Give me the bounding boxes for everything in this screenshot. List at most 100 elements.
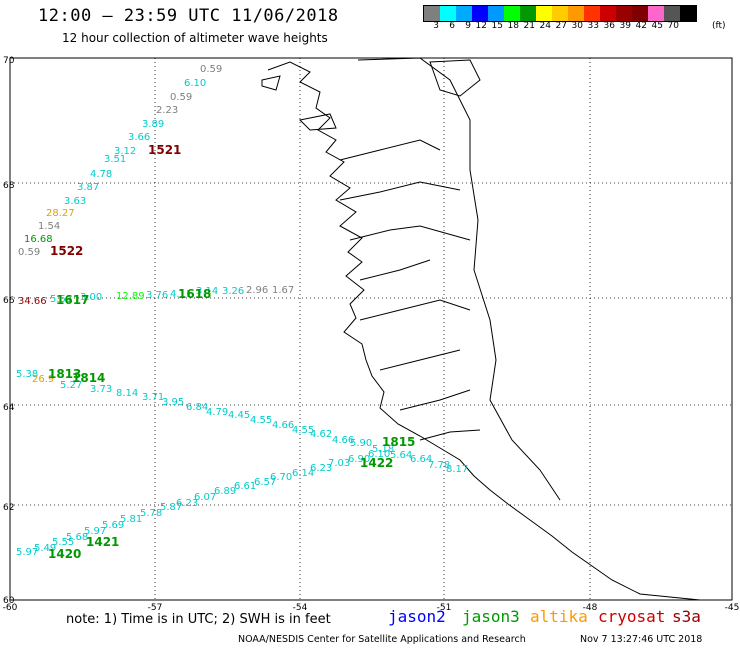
wave-height-value: 8.17 (446, 464, 468, 475)
legend-swatch (424, 6, 440, 21)
wave-height-value: 34.66 (18, 296, 47, 307)
wave-height-value: 5.69 (102, 520, 124, 531)
legend-label: 15 (491, 21, 503, 31)
wave-height-value: 3.89 (142, 119, 164, 130)
wave-height-value: 5.38 (16, 369, 38, 380)
legend-swatch (536, 6, 552, 21)
legend-label: 12 (475, 21, 487, 31)
legend-swatch (520, 6, 536, 21)
satellite-name: cryosat (598, 607, 666, 626)
legend-label: 70 (667, 21, 679, 31)
wave-height-value: 3.66 (128, 132, 150, 143)
wave-height-value: 6.89 (214, 486, 236, 497)
wave-height-value: 4.78 (90, 169, 112, 180)
legend-label: 3 (433, 21, 439, 31)
longitude-label: -51 (437, 603, 452, 613)
legend-swatch (472, 6, 488, 21)
legend-label: 6 (449, 21, 455, 31)
latitude-label: 60 (3, 596, 15, 606)
wave-height-value: 6.14 (292, 468, 314, 479)
wave-height-value: 1.54 (38, 221, 60, 232)
map-title: 12:00 – 23:59 UTC 11/06/2018 (38, 6, 339, 26)
wave-height-value: 5.68 (66, 532, 88, 543)
pass-time-label: 1618 (178, 287, 211, 301)
satellite-name: jason2 (388, 607, 446, 626)
latitude-labels: 70 68 66 64 62 60 (3, 56, 15, 606)
wave-height-value: 4.66 (332, 435, 354, 446)
wave-height-value: 6.61 (234, 481, 256, 492)
wave-height-value: 4.62 (310, 429, 332, 440)
wave-height-value: 5.97 (84, 526, 106, 537)
pass-time-label: 1521 (148, 143, 181, 157)
pass-time-label: 1422 (360, 456, 393, 470)
longitude-label: -57 (148, 603, 163, 613)
wave-height-value: 5.55 (52, 537, 74, 548)
legend-swatch (552, 6, 568, 21)
legend-label: 9 (465, 21, 471, 31)
wave-height-value: 0.59 (18, 247, 40, 258)
longitude-label: -45 (725, 603, 740, 613)
legend-label: 39 (619, 21, 631, 31)
legend-swatch (456, 6, 472, 21)
wave-height-value: 5.90 (350, 438, 372, 449)
wave-height-value: 6.57 (254, 477, 276, 488)
legend-swatch (664, 6, 680, 21)
wave-height-value: 3.63 (64, 196, 86, 207)
longitude-label: -60 (3, 603, 18, 613)
wave-height-value: 5.27 (60, 380, 82, 391)
legend-label: 33 (587, 21, 599, 31)
wave-height-value: 3.12 (114, 146, 136, 157)
legend-swatch (440, 6, 456, 21)
latitude-label: 68 (3, 181, 15, 191)
longitude-label: -48 (583, 603, 598, 613)
wave-height-value: 5.87 (160, 502, 182, 513)
wave-height-value: 3.26 (222, 286, 244, 297)
pass-time-label: 1814 (72, 371, 105, 385)
wave-height-value: 12.89 (116, 291, 145, 302)
satellite-name: jason3 (462, 607, 520, 626)
pass-time-label: 1813 (48, 367, 81, 381)
legend-swatch (584, 6, 600, 21)
wave-height-value: 4.55 (292, 425, 314, 436)
latitude-label: 62 (3, 503, 14, 513)
color-legend-bar (423, 5, 697, 22)
wave-height-value: 6.10 (184, 78, 206, 89)
wave-height-value: 6.07 (194, 492, 216, 503)
wave-height-value: 5.18 (372, 444, 394, 455)
wave-height-value: 2.23 (156, 105, 178, 116)
pass-time-label: 1815 (382, 435, 415, 449)
wave-height-value: 4.11 (170, 289, 192, 300)
pass-time-label: 1522 (50, 244, 83, 258)
legend-label: 45 (651, 21, 663, 31)
wave-height-value: 3.14 (196, 286, 218, 297)
latitude-label: 64 (3, 403, 15, 413)
legend-label: 18 (507, 21, 519, 31)
color-legend-labels: 3 6 9 12 15 18 21 24 27 30 33 36 39 42 45 70 (423, 21, 679, 31)
plot-frame (9, 57, 733, 601)
wave-height-value: 2.96 (246, 285, 268, 296)
latitude-label: 70 (3, 56, 15, 66)
legend-label: 21 (523, 21, 535, 31)
pass-time-label: 1420 (48, 547, 81, 561)
legend-swatch (600, 6, 616, 21)
grid-lines (10, 58, 732, 600)
legend-swatch (648, 6, 664, 21)
wave-height-value: 5.51 (50, 294, 72, 305)
legend-swatch (568, 6, 584, 21)
footer-note: note: 1) Time is in UTC; 2) SWH is in fe… (66, 612, 331, 627)
wave-height-value: 6.90 (348, 454, 370, 465)
wave-height-value: 3.76 (146, 290, 168, 301)
legend-label: 24 (539, 21, 551, 31)
legend-label: 42 (635, 21, 647, 31)
wave-height-value: 7.78 (428, 460, 450, 471)
legend-unit: (ft) (712, 21, 726, 31)
wave-height-value: 6.70 (270, 472, 292, 483)
wave-height-value: 8.14 (116, 388, 138, 399)
wave-height-value: 5.81 (120, 514, 142, 525)
legend-swatch (488, 6, 504, 21)
wave-height-value: 3.95 (162, 397, 184, 408)
legend-label: 30 (571, 21, 583, 31)
wave-height-value: 1.67 (272, 285, 294, 296)
wave-height-value: 4.45 (228, 410, 250, 421)
pass-time-label: 1421 (86, 535, 119, 549)
